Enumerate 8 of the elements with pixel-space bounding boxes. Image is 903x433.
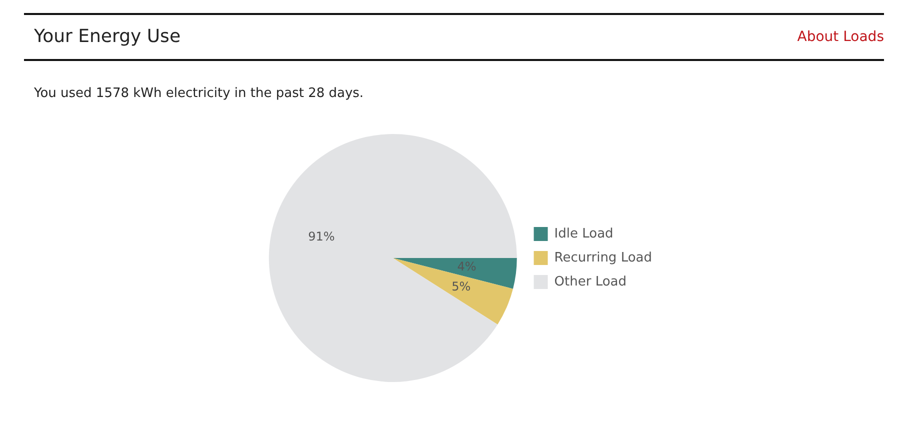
data-label: 91% [308, 229, 335, 244]
text: About Loads [797, 29, 884, 45]
text: Your Energy Use [34, 26, 181, 47]
legend-label: Other Load [554, 274, 627, 290]
legend-label: Idle Load [554, 226, 614, 242]
chart-subtitle: You used 1578 kWh electricity in the past 28 days. [34, 86, 364, 101]
legend-label: Recurring Load [554, 250, 652, 266]
data-label: 5% [452, 280, 471, 294]
